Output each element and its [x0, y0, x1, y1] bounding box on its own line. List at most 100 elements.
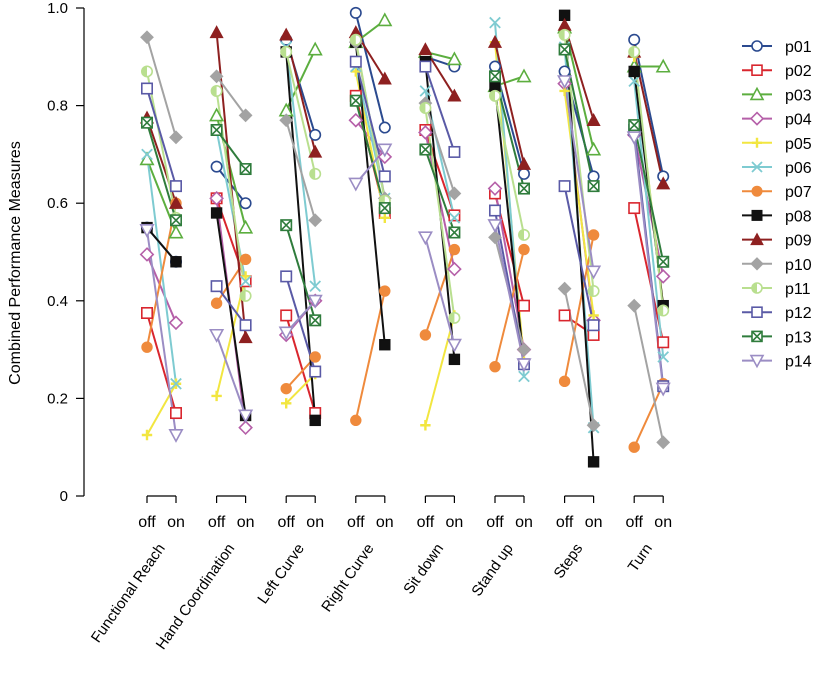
legend-label: p06 — [785, 160, 812, 177]
legend-label: p11 — [785, 281, 811, 298]
series-segment — [633, 383, 665, 448]
marker-half-fill — [350, 34, 356, 45]
marker-star — [379, 212, 390, 224]
marker-diamond — [418, 125, 433, 140]
legend-label: p04 — [785, 112, 812, 129]
marker-circle — [210, 297, 223, 309]
marker-square — [170, 407, 183, 420]
marker-x — [628, 119, 640, 131]
marker-square — [751, 209, 763, 221]
y-axis: 0 0.2 0.4 0.6 0.8 1.0 — [47, 0, 85, 505]
marker-diamond — [279, 113, 294, 128]
legend-item: p08 — [742, 208, 812, 225]
marker-square — [448, 145, 461, 158]
marker-diamond — [169, 130, 183, 145]
y-tick-label: 0.6 — [47, 195, 68, 212]
marker-circle — [558, 375, 571, 388]
marker-triangle — [447, 88, 462, 102]
category-label: Left Curve — [254, 541, 308, 607]
series-p03 — [146, 19, 664, 233]
marker-diamond — [238, 108, 253, 123]
marker-triangle — [209, 25, 224, 39]
legend-item: p06 — [742, 160, 812, 177]
marker-half-fill — [629, 46, 635, 58]
marker-diamond — [308, 213, 323, 228]
series-p13 — [146, 49, 665, 321]
marker-circle — [587, 229, 600, 241]
marker-circle — [628, 441, 640, 453]
marker-x — [448, 226, 461, 239]
legend-label: p09 — [785, 233, 812, 250]
marker-triangle — [238, 409, 254, 424]
series-segment — [146, 229, 177, 436]
legend-item: p09 — [742, 232, 812, 250]
marker-square — [587, 328, 600, 341]
condition-label-on: on — [446, 514, 464, 531]
series-segment — [633, 305, 665, 443]
series-segment — [424, 107, 456, 319]
marker-half-fill — [240, 290, 246, 302]
marker-circle — [518, 243, 530, 256]
marker-square — [751, 64, 763, 76]
marker-circle — [419, 329, 432, 341]
marker-square — [419, 60, 432, 73]
condition-label-on: on — [167, 514, 185, 531]
series-p14 — [146, 81, 665, 436]
marker-half-fill — [752, 283, 757, 293]
marker-diamond — [447, 261, 462, 277]
marker-square — [141, 82, 154, 95]
marker-half-fill — [518, 229, 524, 241]
marker-x — [518, 182, 530, 195]
marker-half-fill — [489, 90, 495, 102]
marker-x — [280, 219, 292, 231]
marker-circle — [558, 65, 571, 78]
legend-label: p10 — [785, 257, 812, 274]
legend-item: p11 — [742, 281, 811, 298]
marker-diamond — [517, 342, 531, 357]
marker-triangle — [516, 156, 532, 170]
marker-triangle — [348, 177, 364, 192]
legend-item: p12 — [742, 305, 812, 322]
marker-circle — [489, 360, 501, 373]
marker-square — [378, 170, 391, 183]
marker-square — [349, 55, 362, 68]
category-label: Steps — [550, 541, 586, 582]
legend-item: p05 — [742, 136, 812, 153]
series-segment — [424, 102, 456, 194]
marker-star — [281, 398, 292, 409]
marker-x — [587, 180, 600, 192]
legend-label: p03 — [785, 87, 812, 104]
marker-diamond — [168, 315, 184, 331]
series-segment — [354, 12, 386, 128]
marker-x — [489, 70, 501, 83]
marker-square — [309, 365, 322, 378]
marker-x — [419, 143, 432, 156]
marker-triangle — [656, 176, 671, 190]
marker-star — [420, 420, 431, 431]
marker-diamond — [209, 69, 224, 84]
series-segment — [494, 95, 525, 236]
series-p08 — [146, 15, 665, 462]
marker-triangle — [308, 144, 323, 158]
marker-half-fill — [211, 85, 217, 97]
marker-circle — [751, 40, 763, 52]
marker-x — [751, 161, 763, 173]
marker-circle — [350, 414, 362, 427]
series-points-p13 — [141, 43, 670, 327]
marker-x — [518, 370, 530, 383]
condition-label-off: off — [417, 514, 435, 531]
series-segment — [633, 134, 665, 277]
series-segment — [285, 119, 317, 221]
marker-circle — [448, 243, 461, 256]
y-axis-label: Combined Performance Measures — [7, 141, 24, 385]
marker-triangle — [516, 358, 532, 373]
marker-triangle — [278, 326, 294, 341]
marker-diamond — [209, 190, 224, 206]
marker-square — [141, 306, 154, 319]
series-segment — [494, 249, 525, 367]
marker-triangle — [487, 34, 503, 48]
legend-item: p03 — [742, 86, 812, 104]
marker-square — [239, 319, 252, 332]
marker-square — [309, 414, 321, 427]
marker-triangle — [377, 71, 392, 85]
